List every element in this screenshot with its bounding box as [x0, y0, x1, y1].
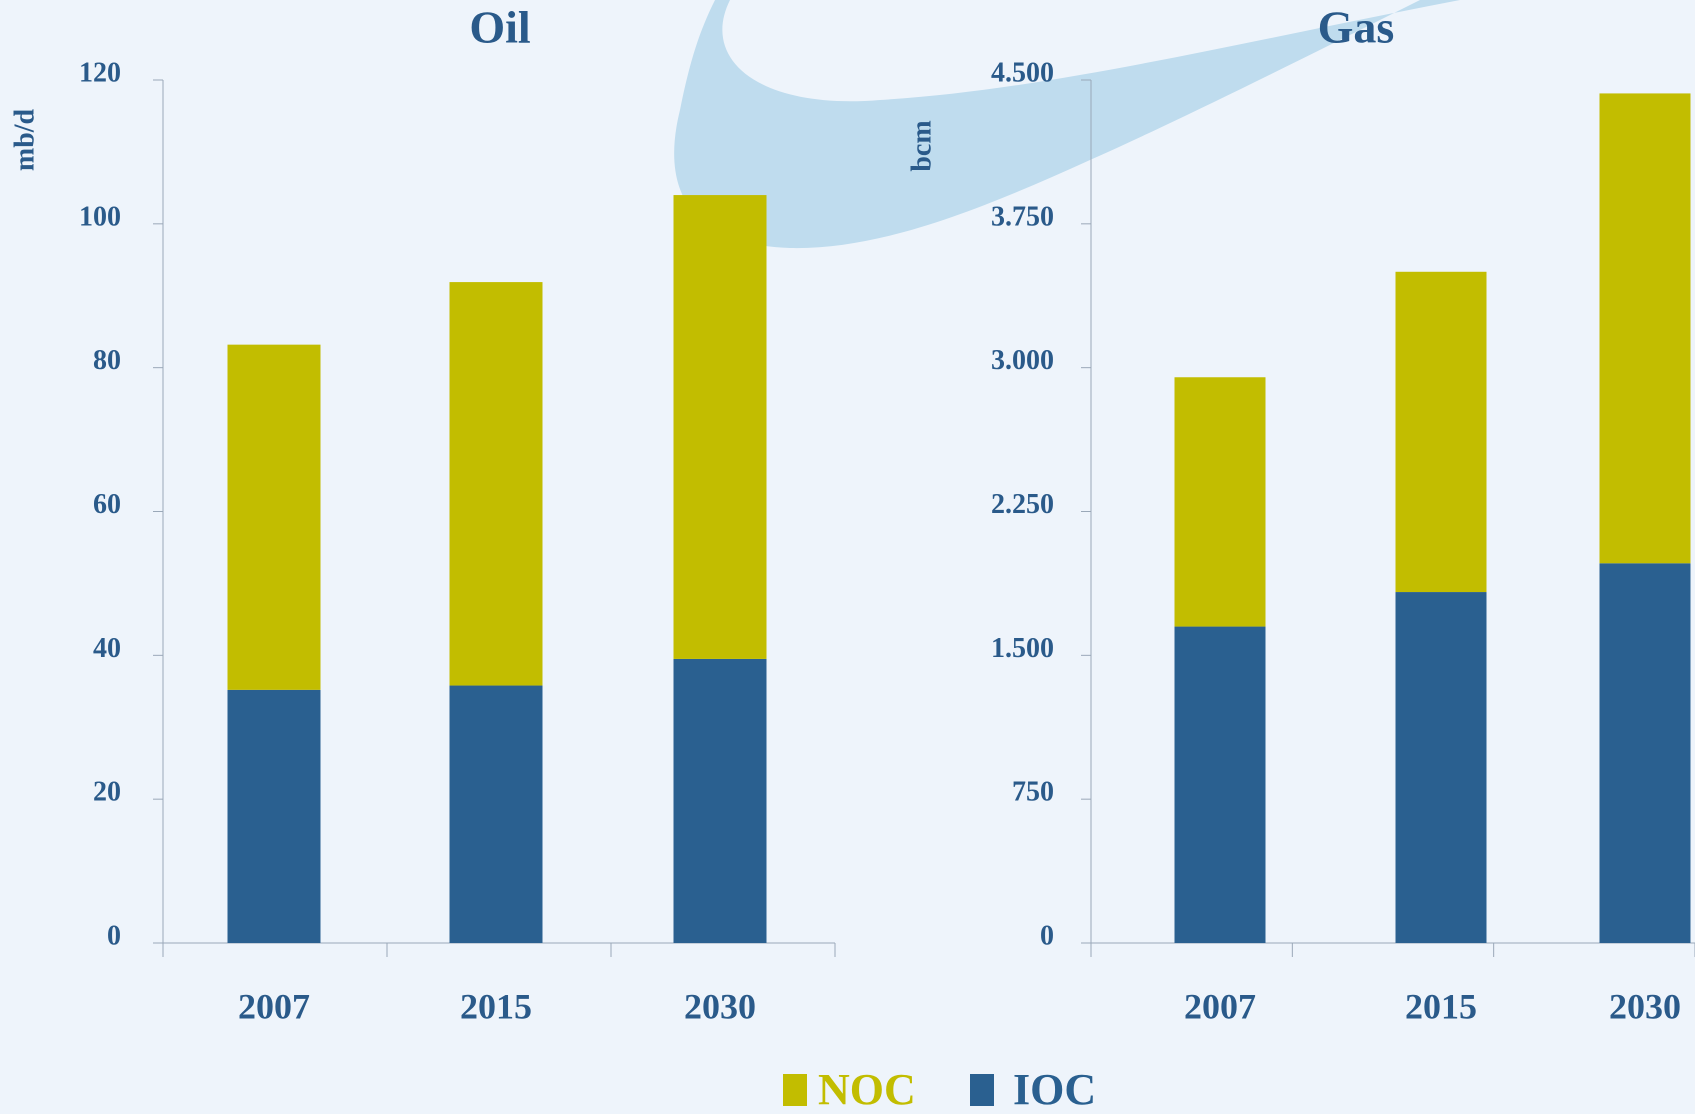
y-tick-label: 0	[107, 920, 121, 951]
x-tick-label: 2030	[684, 986, 756, 1026]
y-tick-label: 4.500	[991, 57, 1054, 88]
chart-title: Oil	[469, 2, 530, 53]
y-tick-label: 120	[79, 57, 121, 88]
y-tick-label: 2.250	[991, 489, 1054, 520]
y-axis-title: bcm	[906, 120, 937, 171]
x-tick-label: 2015	[1405, 986, 1477, 1026]
legend-swatch	[970, 1074, 994, 1106]
bar-segment	[1395, 592, 1487, 943]
y-tick-label: 3.000	[991, 345, 1054, 376]
bar-segment	[1599, 563, 1691, 943]
x-tick-label: 2007	[1184, 986, 1256, 1026]
y-tick-label: 1.500	[991, 633, 1054, 664]
bar-segment	[449, 282, 543, 686]
bar-segment	[1395, 271, 1487, 593]
y-tick-label: 40	[93, 633, 121, 664]
y-tick-label: 0	[1040, 920, 1054, 951]
y-tick-label: 60	[93, 489, 121, 520]
bar-segment	[1174, 626, 1266, 943]
y-tick-label: 80	[93, 345, 121, 376]
y-axis-title: mb/d	[9, 108, 40, 171]
y-tick-label: 3.750	[991, 201, 1054, 232]
bar-segment	[1599, 93, 1691, 564]
bar-segment	[673, 195, 767, 659]
background-swoosh	[674, 0, 1460, 249]
bar-segment	[449, 685, 543, 943]
y-tick-label: 750	[1012, 777, 1054, 808]
y-tick-label: 20	[93, 777, 121, 808]
bar-segment	[227, 689, 321, 943]
x-tick-label: 2030	[1609, 986, 1681, 1026]
legend-label: IOC	[1013, 1065, 1096, 1114]
bar-segment	[673, 658, 767, 943]
bar-segment	[227, 344, 321, 690]
x-tick-label: 2015	[460, 986, 532, 1026]
chart-title: Gas	[1318, 2, 1395, 53]
legend-label: NOC	[818, 1065, 916, 1114]
y-tick-label: 100	[79, 201, 121, 232]
bar-segment	[1174, 377, 1266, 627]
legend-swatch	[783, 1074, 807, 1106]
x-tick-label: 2007	[238, 986, 310, 1026]
